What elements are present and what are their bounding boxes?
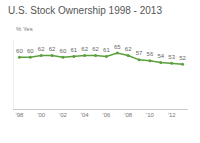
- svg-text:60: 60: [60, 48, 67, 54]
- svg-text:GALLUP: GALLUP: [147, 140, 193, 143]
- svg-text:'08: '08: [124, 112, 132, 118]
- svg-text:'04: '04: [81, 112, 89, 118]
- svg-text:53: 53: [168, 54, 175, 60]
- svg-text:% Yes: % Yes: [16, 26, 33, 32]
- svg-text:62: 62: [38, 46, 45, 52]
- svg-text:65: 65: [114, 44, 121, 50]
- svg-text:'12: '12: [168, 112, 176, 118]
- svg-text:57: 57: [136, 50, 143, 56]
- svg-text:'98: '98: [16, 112, 24, 118]
- svg-text:'00: '00: [37, 112, 45, 118]
- svg-text:60: 60: [27, 48, 34, 54]
- svg-text:52: 52: [179, 55, 186, 61]
- svg-text:61: 61: [103, 47, 110, 53]
- svg-text:'10: '10: [146, 112, 154, 118]
- svg-text:62: 62: [81, 46, 88, 52]
- svg-text:61: 61: [70, 47, 77, 53]
- svg-text:'06: '06: [103, 112, 111, 118]
- svg-text:62: 62: [92, 46, 99, 52]
- svg-text:60: 60: [16, 48, 23, 54]
- svg-text:56: 56: [147, 51, 154, 57]
- svg-text:62: 62: [125, 46, 132, 52]
- svg-text:'02: '02: [59, 112, 67, 118]
- svg-text:62: 62: [49, 46, 56, 52]
- svg-text:U.S. Stock Ownership 1998 - 20: U.S. Stock Ownership 1998 - 2013: [8, 5, 162, 16]
- svg-text:54: 54: [157, 53, 164, 59]
